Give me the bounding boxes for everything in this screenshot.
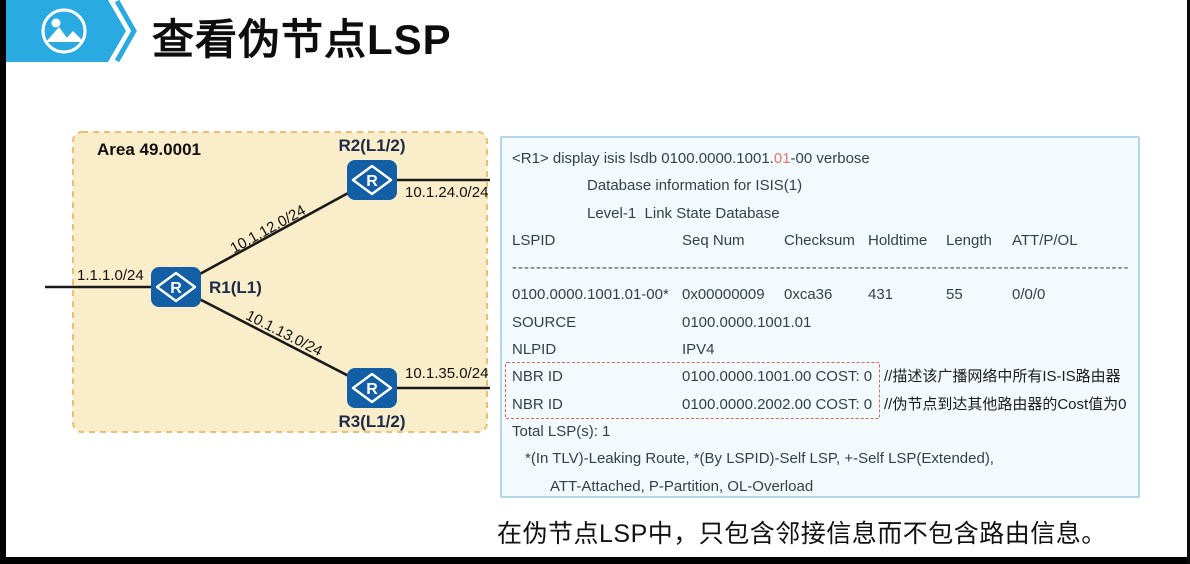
chevron-right-icon: [114, 0, 137, 63]
page-title: 查看伪节点LSP: [152, 16, 452, 63]
link-label-10-1-35-0: 10.1.35.0/24: [405, 365, 489, 382]
area-box: [72, 131, 488, 433]
terminal-line-level: Level-1 Link State Database: [587, 204, 780, 222]
lsp-row-seqnum: 0x00000009: [682, 286, 765, 304]
nlpid-value: IPV4: [682, 341, 715, 359]
header-badge-shape: [6, 0, 137, 63]
source-label: SOURCE: [512, 313, 577, 331]
frame-edge-left: [0, 0, 6, 564]
nbr2-comment: //伪节点到达其他路由器的Cost值为0: [884, 395, 1127, 413]
nlpid-label: NLPID: [512, 341, 557, 359]
diagram-canvas: R R R: [45, 131, 490, 433]
nbr1-value: 0100.0000.1001.00 COST: 0: [682, 368, 873, 386]
network-diagram: R R R Area 49.0001 R2(L1/2) R1(L1) R3(L1…: [30, 118, 500, 453]
lsp-row-holdtime: 431: [868, 286, 894, 304]
nbr2-label: NBR ID: [512, 395, 563, 413]
router-r3-label: R3(L1/2): [338, 412, 406, 431]
terminal-nlpid-row: NLPID IPV4: [512, 336, 1128, 363]
router-r2-icon: R: [347, 160, 397, 200]
header-badge: [6, 0, 151, 69]
svg-text:R: R: [170, 280, 182, 297]
link-r1-r2: [175, 178, 373, 289]
terminal-line-command: <R1> display isis lsdb 0100.0000.1001.01…: [512, 145, 1128, 172]
router-r1-label: R1(L1): [209, 278, 262, 297]
terminal-legend-line-1: *(In TLV)-Leaking Route, *(By LSPID)-Sel…: [525, 450, 994, 468]
router-r1-icon: R: [151, 267, 201, 307]
terminal-nbr-row-2: NBR ID 0100.0000.2002.00 COST: 0 //伪节点到达其他…: [512, 391, 1128, 418]
area-label: Area 49.0001: [97, 140, 201, 159]
frame-edge-right: [1187, 0, 1190, 564]
col-header-checksum: Checksum: [784, 231, 855, 249]
terminal-lsp-row: 0100.0000.1001.01-00* 0x00000009 0xca36 431…: [512, 281, 1128, 308]
badge-flag: [6, 0, 126, 62]
slide-caption: 在伪节点LSP中，只包含邻接信息而不包含路由信息。: [497, 520, 1107, 548]
source-value: 0100.0000.1001.01: [682, 313, 812, 331]
frame-edge-bottom: [0, 557, 1190, 564]
svg-text:R: R: [366, 173, 378, 190]
col-header-holdtime: Holdtime: [868, 231, 928, 249]
router-r2-label: R2(L1/2): [338, 136, 406, 155]
terminal-table-header: LSPID Seq Num Checksum Holdtime Length ATT/P/…: [512, 227, 1128, 254]
col-header-lspid: LSPID: [512, 231, 556, 249]
lsp-row-lspid: 0100.0000.1001.01-00*: [512, 286, 669, 304]
terminal-output-panel: <R1> display isis lsdb 0100.0000.1001.01…: [500, 136, 1140, 498]
nbr1-comment: //描述该广播网络中所有IS-IS路由器: [884, 368, 1121, 386]
terminal-line-db-info: Database information for ISIS(1): [587, 177, 803, 195]
terminal-nbr-row-1: NBR ID 0100.0000.1001.00 COST: 0 //描述该广播网络…: [512, 363, 1128, 390]
router-r3-icon: R: [347, 368, 397, 408]
command-suffix: -00 verbose: [790, 150, 870, 167]
link-label-1-1-1-0: 1.1.1.0/24: [77, 267, 144, 284]
svg-text:R: R: [366, 381, 378, 398]
image-icon: [41, 8, 87, 54]
link-r1-r3: [175, 285, 373, 390]
terminal-separator: ----------------------------------------…: [512, 259, 1128, 277]
nbr1-label: NBR ID: [512, 368, 563, 386]
lsp-row-checksum: 0xca36: [784, 286, 833, 304]
command-highlighted-fragment: 01: [773, 150, 791, 167]
terminal-source-row: SOURCE 0100.0000.1001.01: [512, 309, 1128, 336]
col-header-att-p-ol: ATT/P/OL: [1012, 231, 1078, 249]
terminal-legend-line-2: ATT-Attached, P-Partition, OL-Overload: [550, 477, 814, 495]
col-header-seqnum: Seq Num: [682, 231, 745, 249]
link-label-10-1-24-0: 10.1.24.0/24: [405, 184, 489, 201]
lsp-row-att-p-ol: 0/0/0: [1012, 286, 1046, 304]
command-prefix: <R1> display isis lsdb 0100.0000.1001.: [512, 150, 774, 167]
lsp-row-length: 55: [946, 286, 963, 304]
nbr2-value: 0100.0000.2002.00 COST: 0: [682, 395, 873, 413]
col-header-length: Length: [946, 231, 992, 249]
terminal-total-row: Total LSP(s): 1: [512, 422, 611, 440]
